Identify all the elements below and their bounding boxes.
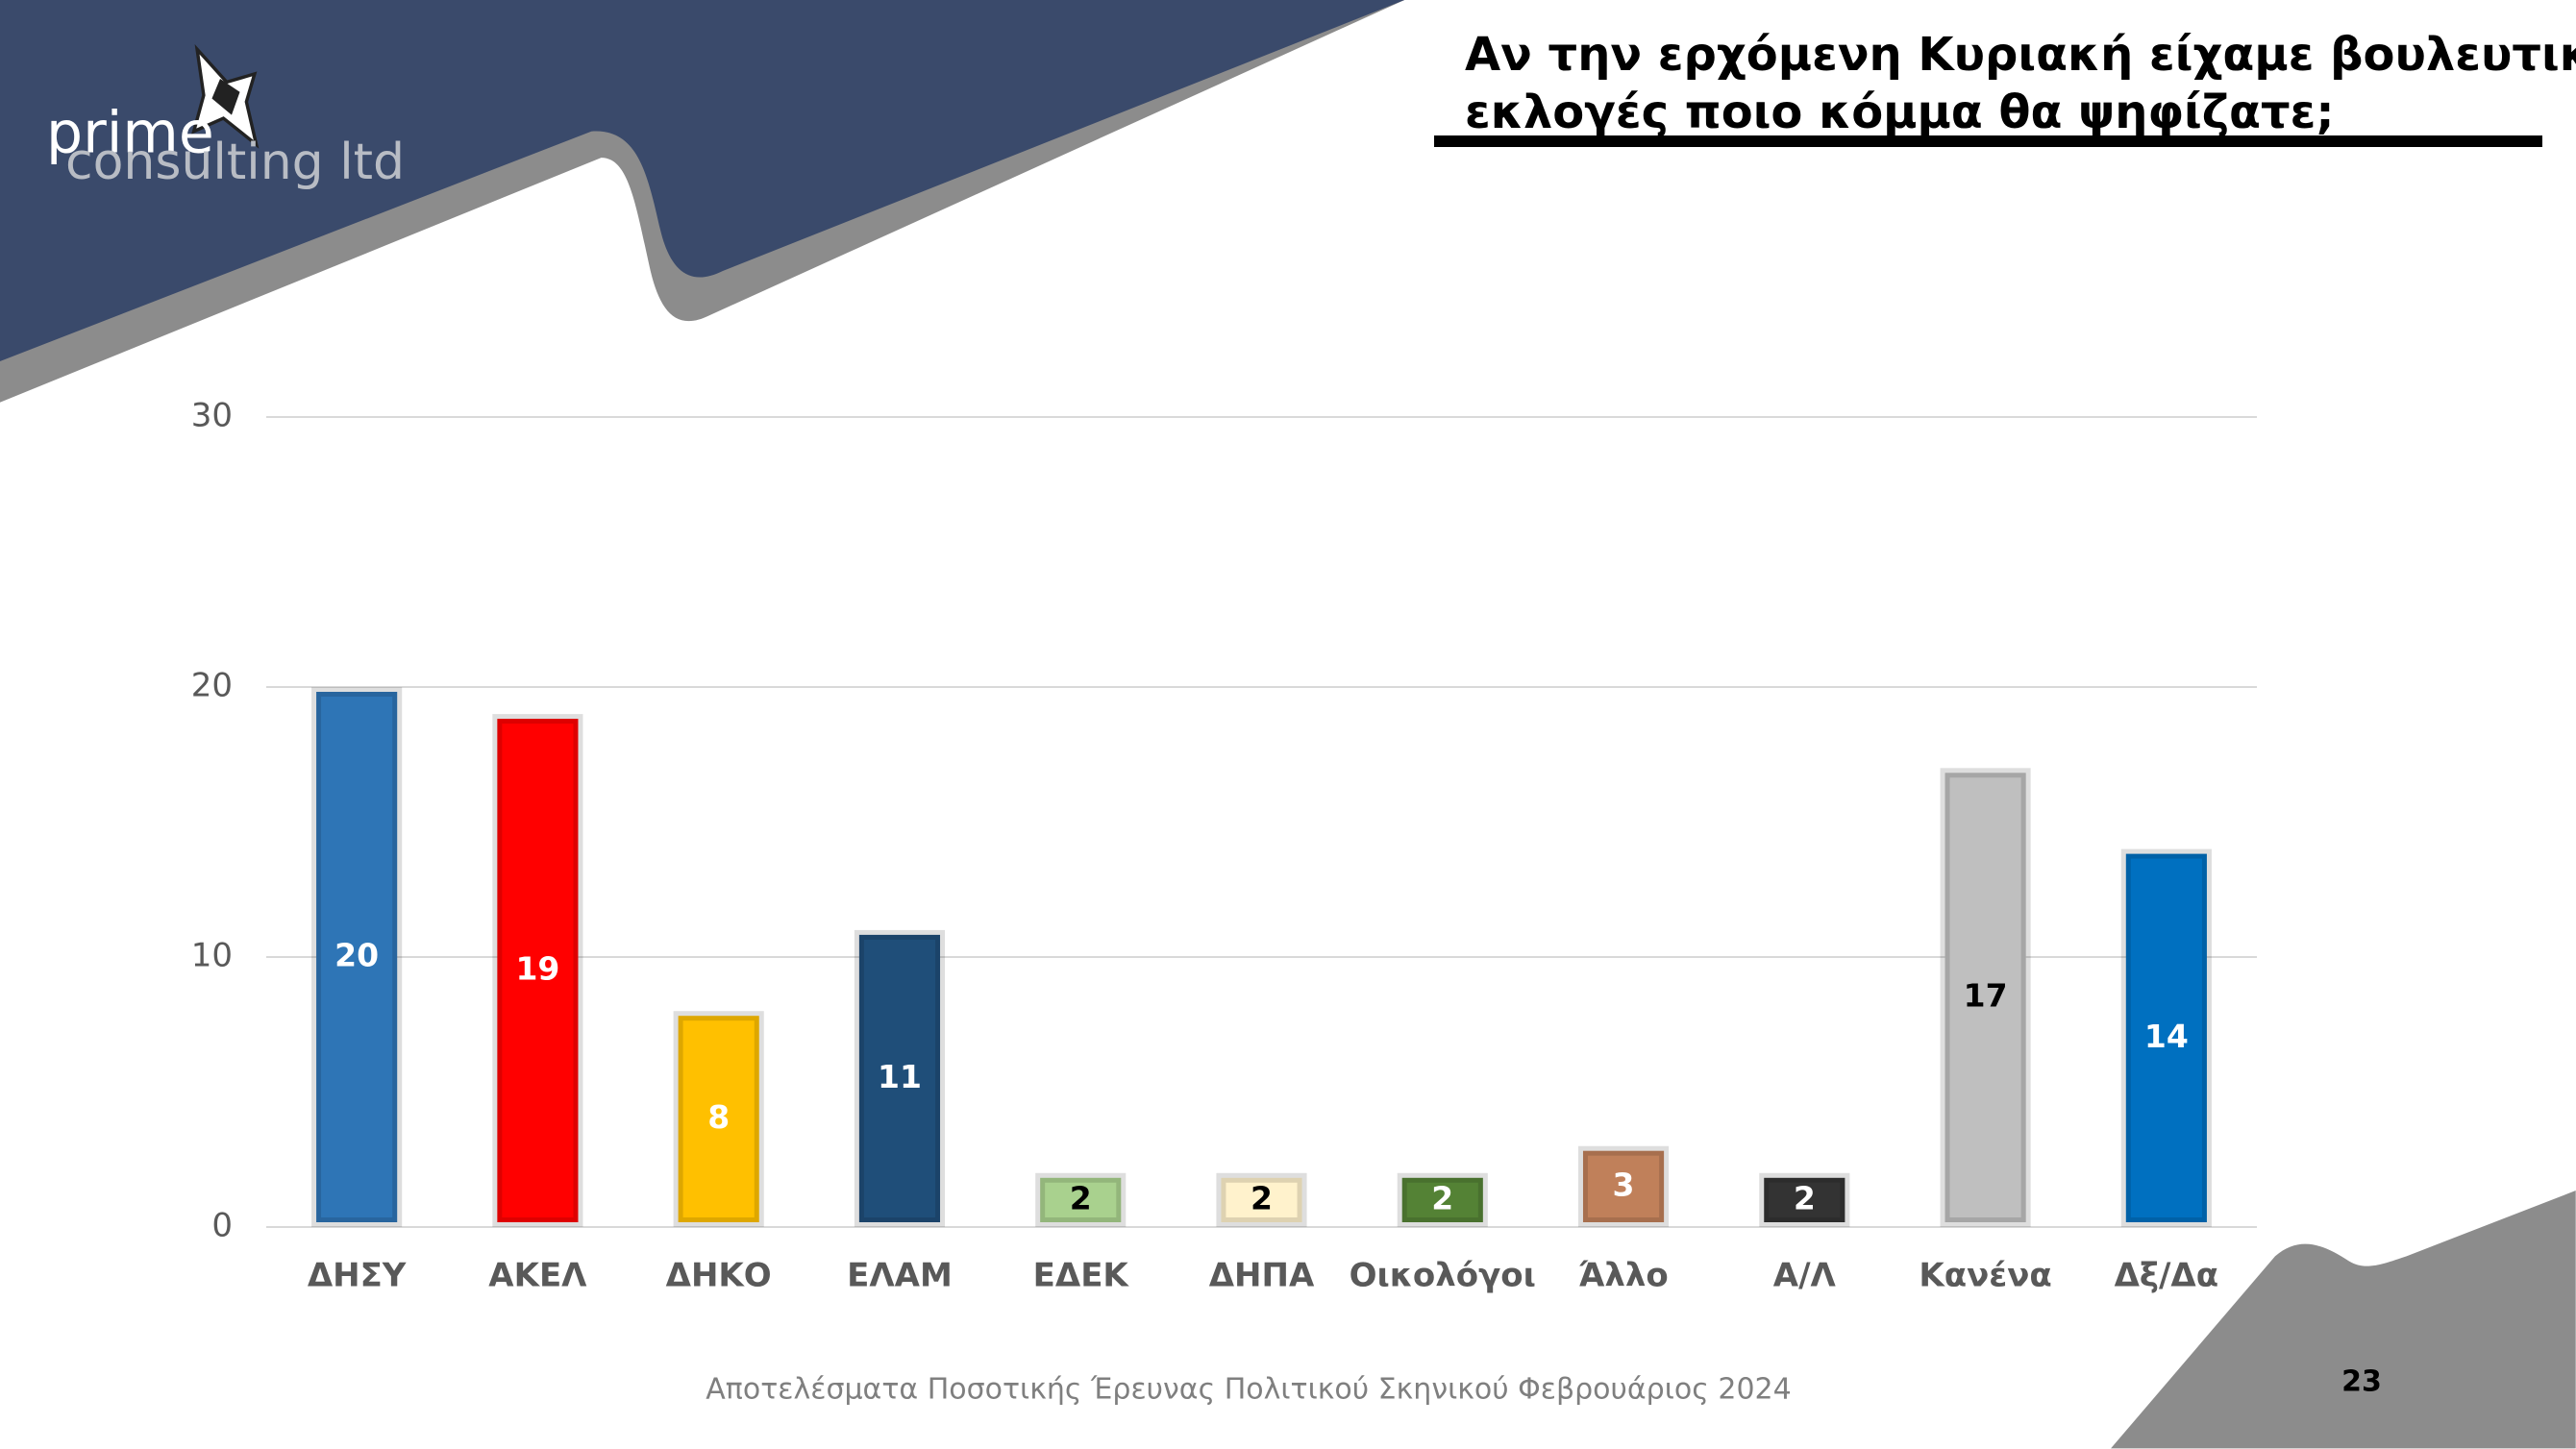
x-tick-label: ΕΛΑΜ xyxy=(847,1257,953,1295)
value-label: 3 xyxy=(1613,1166,1635,1203)
y-tick-label: 0 xyxy=(211,1207,233,1245)
logo-star-core xyxy=(211,79,240,115)
title-underline xyxy=(1434,135,2542,147)
logo-text: prime xyxy=(46,100,214,167)
value-label: 20 xyxy=(334,937,379,974)
y-tick-label: 10 xyxy=(191,937,233,975)
x-tick-label: Οικολόγοι xyxy=(1350,1257,1536,1295)
bar xyxy=(311,687,403,1227)
chart-title: Αν την ερχόμενη Κυριακή είχαμε βουλευτικ… xyxy=(1465,28,2576,82)
bar xyxy=(854,929,946,1228)
bar xyxy=(492,714,583,1227)
page-number: 23 xyxy=(2341,1365,2382,1399)
y-tick-label: 30 xyxy=(191,397,233,435)
footer-gray-shape xyxy=(2111,1191,2576,1449)
x-tick-label: ΕΔΕΚ xyxy=(1033,1257,1130,1295)
bar xyxy=(2120,848,2212,1227)
logo-subtext: consulting ltd xyxy=(65,134,405,191)
x-tick-label: Κανένα xyxy=(1919,1257,2051,1295)
value-label: 2 xyxy=(1794,1179,1816,1216)
plot: 0 10 20 30 ΔΗΣΥ 20 ΑΚΕΛ 19 ΔΗΚΟ 8 ΕΛΑΜ 11 ΕΔΕΚ 2 ΔΗΠΑ 2… xyxy=(191,397,2257,1295)
value-label: 17 xyxy=(1964,977,2008,1015)
value-label: 8 xyxy=(707,1098,730,1136)
value-label: 2 xyxy=(1070,1179,1092,1216)
value-label: 2 xyxy=(1431,1179,1453,1216)
footer-text: Αποτελέσματα Ποσοτικής Έρευνας Πολιτικού… xyxy=(706,1373,1791,1407)
chart-subtitle: εκλογές ποιο κόμμα θα ψηφίζατε; xyxy=(1465,86,2335,139)
bar xyxy=(1759,1172,1850,1228)
bar xyxy=(1940,768,2031,1227)
x-tick-label: ΑΚΕΛ xyxy=(488,1257,587,1295)
bar xyxy=(1035,1172,1127,1228)
bar xyxy=(673,1011,764,1227)
x-tick-label: ΔΗΠΑ xyxy=(1209,1257,1315,1295)
x-tick-label: Άλλο xyxy=(1578,1257,1669,1295)
bar xyxy=(1577,1145,1670,1227)
value-label: 14 xyxy=(2144,1018,2189,1055)
y-tick-label: 20 xyxy=(191,667,233,705)
header-navy-band xyxy=(0,0,1405,361)
x-tick-label: ΔΗΚΟ xyxy=(666,1257,772,1295)
bar xyxy=(1216,1172,1307,1228)
x-tick-label: Δξ/Δα xyxy=(2115,1257,2219,1295)
value-label: 11 xyxy=(878,1058,922,1095)
x-tick-label: Α/Λ xyxy=(1773,1257,1837,1295)
x-tick-label: ΔΗΣΥ xyxy=(308,1257,407,1295)
value-label: 2 xyxy=(1251,1179,1273,1216)
value-label: 19 xyxy=(515,950,559,988)
bar xyxy=(1397,1172,1488,1228)
